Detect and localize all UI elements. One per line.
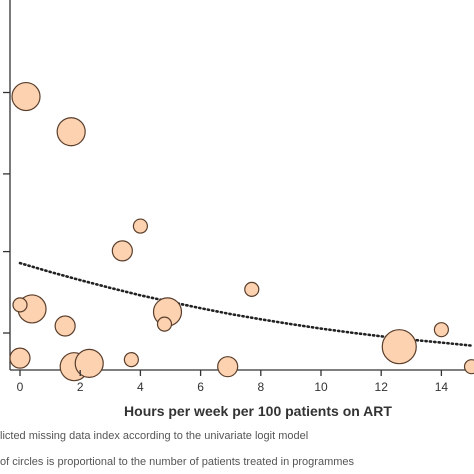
footnote-1: licted missing data index according to t… <box>0 430 309 442</box>
x-tick-label-0: 0 <box>17 380 24 394</box>
bubble-14 <box>244 281 260 297</box>
bubble-9 <box>132 218 148 234</box>
x-axis-title: Hours per week per 100 patients on ART <box>124 403 392 419</box>
x-tick-label-6: 12 <box>375 380 389 394</box>
bubble-12 <box>156 316 173 332</box>
bubble-7 <box>74 348 104 378</box>
x-tick-label-1: 2 <box>77 380 84 394</box>
x-tick-label-2: 4 <box>137 380 144 394</box>
bubble-8 <box>111 240 133 262</box>
bubble-17 <box>463 359 474 375</box>
bubble-15 <box>381 329 417 365</box>
bubble-10 <box>123 352 139 368</box>
bubble-1 <box>12 297 28 313</box>
bubble-0 <box>11 81 41 112</box>
bubble-13 <box>217 356 239 378</box>
x-tick-label-4: 8 <box>257 380 264 394</box>
bubble-3 <box>9 347 31 369</box>
x-tick-labels: 0 2 4 6 8 10 12 14 <box>17 370 449 394</box>
x-tick-label-5: 10 <box>314 380 328 394</box>
bubble-5 <box>54 315 76 337</box>
bubble-4 <box>56 117 86 147</box>
footnote-2: of circles is proportional to the number… <box>0 456 355 468</box>
x-tick-label-7: 14 <box>435 380 449 394</box>
bubble-16 <box>433 322 449 338</box>
x-tick-label-3: 6 <box>197 380 204 394</box>
bubbles <box>9 81 474 382</box>
